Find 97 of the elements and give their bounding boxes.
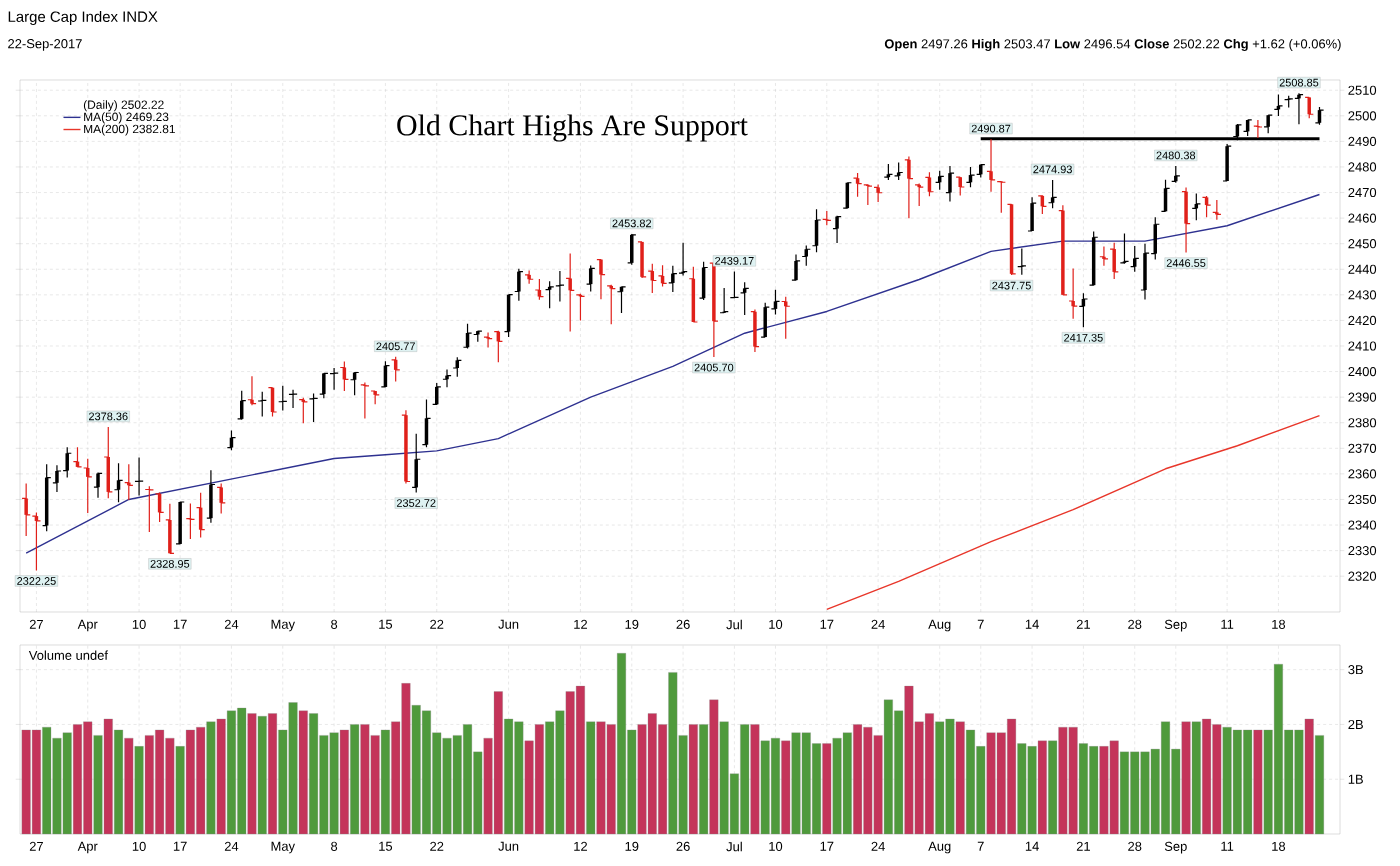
y-tick-label: 2370 xyxy=(1348,443,1377,453)
x-tick-label: Aug xyxy=(928,619,951,632)
x-tick-label: 26 xyxy=(676,841,690,851)
x-tick-label: 12 xyxy=(574,841,587,851)
x-tick-label: May xyxy=(271,619,295,632)
y-tick-label: 2390 xyxy=(1348,392,1377,402)
annotation: 2490.87 xyxy=(971,124,1011,133)
chart-subtitle: 22-Sep-2017 xyxy=(8,39,82,51)
y-tick-label: 2490 xyxy=(1348,136,1377,146)
x-tick-label: Sep xyxy=(1164,619,1187,632)
y-tick-label: 2470 xyxy=(1348,187,1377,198)
annotation: 2378.36 xyxy=(89,412,128,421)
x-tick-label: 22 xyxy=(430,841,444,851)
x-tick-label: 27 xyxy=(29,841,43,851)
y-tick-label: 2480 xyxy=(1348,162,1377,172)
x-tick-label: 7 xyxy=(977,841,984,851)
y-tick-label: 2340 xyxy=(1348,520,1377,530)
y-tick-label: 2460 xyxy=(1348,213,1377,223)
x-tick-label: 7 xyxy=(977,619,984,629)
x-tick-label: 24 xyxy=(871,841,885,851)
x-tick-label: 17 xyxy=(173,619,187,629)
x-tick-label: 21 xyxy=(1076,619,1090,629)
annotation: 2352.72 xyxy=(396,499,436,507)
x-tick-label: 28 xyxy=(1128,619,1142,629)
x-tick-label: 15 xyxy=(379,619,393,629)
annotation: 2405.77 xyxy=(376,342,415,351)
annotation: 2417.35 xyxy=(1064,333,1103,342)
x-tick-label: 11 xyxy=(1221,619,1234,629)
y-tick-label: 2410 xyxy=(1348,341,1377,351)
x-tick-label: Jun xyxy=(498,841,519,851)
x-tick-label: Jul xyxy=(726,619,742,630)
x-tick-label: 12 xyxy=(574,619,587,629)
legend-label: MA(200) 2382.81 xyxy=(84,124,175,136)
annotation: 2328.95 xyxy=(150,559,190,568)
x-tick-label: 11 xyxy=(1221,841,1234,851)
x-tick-label: Jun xyxy=(498,619,519,629)
x-tick-label: 21 xyxy=(1076,841,1090,851)
y-tick-label: 2320 xyxy=(1348,571,1377,581)
annotation: 2446.55 xyxy=(1166,259,1206,267)
annotation: 2322.25 xyxy=(17,577,56,585)
x-tick-label: 8 xyxy=(331,619,338,629)
x-tick-label: Sep xyxy=(1164,841,1187,854)
annotation: 2405.70 xyxy=(694,363,734,372)
y-tick-label: 2500 xyxy=(1348,111,1377,121)
y-tick-label: 2360 xyxy=(1348,469,1377,479)
y-tick-label: 2430 xyxy=(1348,290,1377,300)
annotation: 2439.17 xyxy=(715,256,754,265)
y-tick-label: 2B xyxy=(1348,719,1363,729)
text: Open 2497.26 High 2503.47 Low 2496.54 Close 2502.22 Chg +1.62 (+0.06%) xyxy=(884,38,1341,52)
x-tick-label: 26 xyxy=(676,619,690,629)
x-tick-label: Aug xyxy=(928,841,951,854)
x-tick-label: 19 xyxy=(625,841,639,851)
chart-title: Volume undef xyxy=(28,650,109,660)
x-tick-label: 18 xyxy=(1272,841,1286,851)
x-tick-label: 17 xyxy=(820,619,834,629)
x-tick-label: 14 xyxy=(1025,841,1039,851)
y-tick-label: 2450 xyxy=(1348,239,1377,249)
legend-title: (Daily) 2502.22 xyxy=(83,100,164,112)
x-tick-label: Jul xyxy=(726,841,742,852)
y-tick-label: 2380 xyxy=(1348,418,1377,428)
x-tick-label: 22 xyxy=(430,619,444,629)
y-tick-label: 1B xyxy=(1348,774,1363,784)
y-tick-label: 2510 xyxy=(1348,85,1377,95)
x-tick-label: 14 xyxy=(1025,619,1039,629)
y-tick-label: 2440 xyxy=(1348,264,1377,274)
x-tick-label: 27 xyxy=(29,619,43,629)
annotation: 2508.85 xyxy=(1279,78,1319,87)
x-tick-label: 19 xyxy=(625,619,639,629)
annotation: Old Chart Highs Are Support xyxy=(397,114,748,142)
line-series xyxy=(826,414,1321,611)
x-tick-label: 24 xyxy=(224,841,239,851)
annotation: 2480.38 xyxy=(1156,151,1196,160)
y-tick-label: 2330 xyxy=(1348,546,1377,556)
y-tick-label: 2350 xyxy=(1348,494,1377,505)
x-tick-label: 10 xyxy=(769,619,783,629)
annotation: 2474.93 xyxy=(1033,165,1072,174)
annotation: 2453.82 xyxy=(612,219,652,228)
x-tick-label: 15 xyxy=(379,841,393,851)
chart-title: Large Cap Index INDX xyxy=(8,11,158,25)
y-tick-label: 2400 xyxy=(1348,366,1377,377)
x-tick-label: May xyxy=(271,841,295,854)
y-tick-label: 3B xyxy=(1348,665,1363,675)
x-tick-label: Apr xyxy=(77,841,98,854)
x-tick-label: 18 xyxy=(1272,619,1286,629)
x-tick-label: 8 xyxy=(331,841,338,851)
x-tick-label: Apr xyxy=(77,619,98,632)
x-tick-label: 10 xyxy=(769,841,783,851)
x-tick-label: 10 xyxy=(132,619,146,629)
x-tick-label: 10 xyxy=(132,841,146,851)
x-tick-label: 24 xyxy=(224,619,239,629)
x-tick-label: 17 xyxy=(173,841,187,851)
y-tick-label: 2420 xyxy=(1348,315,1377,325)
annotation: 2437.75 xyxy=(992,281,1031,290)
x-tick-label: 24 xyxy=(871,619,885,629)
x-tick-label: 28 xyxy=(1128,841,1142,851)
x-tick-label: 17 xyxy=(820,841,834,851)
legend-label: MA(50) 2469.23 xyxy=(84,112,169,124)
